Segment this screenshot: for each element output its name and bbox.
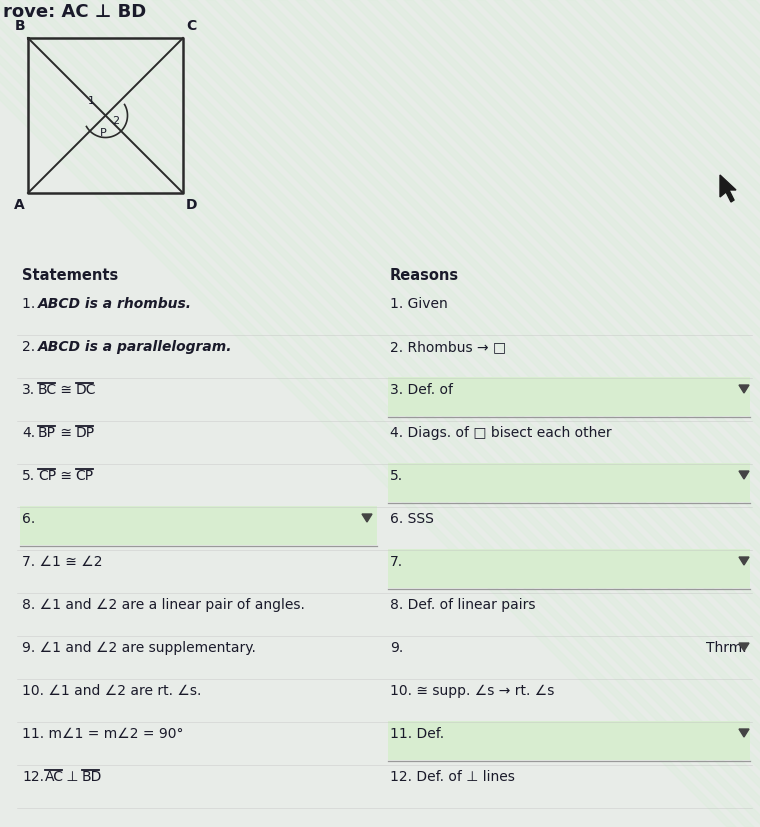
Text: 4.: 4. [22,426,35,440]
Text: P: P [100,127,107,137]
Text: AC: AC [45,770,64,784]
Text: 4. Diags. of □ bisect each other: 4. Diags. of □ bisect each other [390,426,612,440]
Polygon shape [739,471,749,479]
Text: 1: 1 [88,97,95,107]
Text: 8. Def. of linear pairs: 8. Def. of linear pairs [390,598,536,612]
Text: 2. Rhombus → □: 2. Rhombus → □ [390,340,506,354]
Text: ⊥: ⊥ [62,770,84,784]
Text: 9.: 9. [390,641,404,655]
Text: C: C [186,19,196,33]
Text: DP: DP [75,426,95,440]
Text: Thrm.: Thrm. [706,641,747,655]
Text: 5.: 5. [22,469,35,483]
Text: 3. Def. of: 3. Def. of [390,383,453,397]
Text: 11. Def.: 11. Def. [390,727,444,741]
Text: 8. ∠1 and ∠2 are a linear pair of angles.: 8. ∠1 and ∠2 are a linear pair of angles… [22,598,305,612]
Text: A: A [14,198,25,212]
Text: 2: 2 [112,116,119,126]
Text: BP: BP [38,426,56,440]
FancyBboxPatch shape [388,463,750,502]
Text: 12. Def. of ⊥ lines: 12. Def. of ⊥ lines [390,770,515,784]
Text: 1. Given: 1. Given [390,297,448,311]
Text: BC: BC [38,383,57,397]
Text: rove: AC ⊥ BD: rove: AC ⊥ BD [3,3,146,21]
Text: 11. m∠1 = m∠2 = 90°: 11. m∠1 = m∠2 = 90° [22,727,183,741]
Text: 6. SSS: 6. SSS [390,512,434,526]
Polygon shape [720,175,736,202]
FancyBboxPatch shape [388,549,750,588]
Text: D: D [186,198,198,212]
Text: ≅: ≅ [56,426,76,440]
Text: ≅: ≅ [56,383,76,397]
Text: ABCD is a rhombus.: ABCD is a rhombus. [38,297,192,311]
FancyBboxPatch shape [388,721,750,760]
Polygon shape [362,514,372,522]
Text: CP: CP [38,469,56,483]
Text: CP: CP [75,469,93,483]
Text: B: B [14,19,25,33]
Text: 9. ∠1 and ∠2 are supplementary.: 9. ∠1 and ∠2 are supplementary. [22,641,256,655]
Text: 3.: 3. [22,383,35,397]
Text: ABCD is a parallelogram.: ABCD is a parallelogram. [38,340,233,354]
Text: 12.: 12. [22,770,44,784]
Text: ≅: ≅ [56,469,76,483]
FancyBboxPatch shape [20,506,377,545]
Polygon shape [739,729,749,737]
Polygon shape [739,385,749,393]
Polygon shape [739,557,749,565]
Text: 2.: 2. [22,340,40,354]
Text: Reasons: Reasons [390,268,459,283]
Text: DC: DC [75,383,96,397]
Text: 7. ∠1 ≅ ∠2: 7. ∠1 ≅ ∠2 [22,555,103,569]
FancyBboxPatch shape [388,377,750,416]
Text: 5.: 5. [390,469,403,483]
Polygon shape [739,643,749,651]
Text: Statements: Statements [22,268,119,283]
Text: 10. ∠1 and ∠2 are rt. ∠s.: 10. ∠1 and ∠2 are rt. ∠s. [22,684,201,698]
Text: 1.: 1. [22,297,40,311]
Text: 6.: 6. [22,512,40,526]
Text: 7.: 7. [390,555,403,569]
Text: BD: BD [82,770,103,784]
Text: 10. ≅ supp. ∠s → rt. ∠s: 10. ≅ supp. ∠s → rt. ∠s [390,684,554,698]
